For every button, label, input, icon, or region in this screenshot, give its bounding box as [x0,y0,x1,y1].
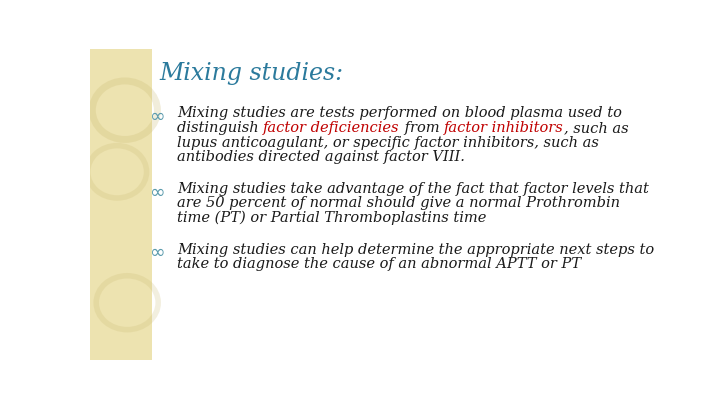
Text: ∞: ∞ [150,243,166,262]
Text: from: from [400,121,444,135]
Text: factor inhibitors: factor inhibitors [444,121,564,135]
Bar [90,49,152,360]
Text: lupus anticoagulant, or specific factor inhibitors, such as: lupus anticoagulant, or specific factor … [177,136,598,149]
Text: ∞: ∞ [150,183,166,202]
Text: Mixing studies:: Mixing studies: [160,62,344,85]
Text: take to diagnose the cause of an abnormal APTT or PT: take to diagnose the cause of an abnorma… [177,257,581,271]
Text: distinguish: distinguish [177,121,263,135]
Text: are 50 percent of normal should give a normal Prothrombin: are 50 percent of normal should give a n… [177,196,620,211]
Text: antibodies directed against factor VIII.: antibodies directed against factor VIII. [177,150,464,164]
Text: , such as: , such as [564,121,628,135]
Text: factor deficiencies: factor deficiencies [263,121,400,135]
Text: time (PT) or Partial Thromboplastins time: time (PT) or Partial Thromboplastins tim… [177,211,486,226]
Text: Mixing studies can help determine the appropriate next steps to: Mixing studies can help determine the ap… [177,243,654,257]
Text: Mixing studies take advantage of the fact that factor levels that: Mixing studies take advantage of the fac… [177,182,649,196]
Text: ∞: ∞ [150,107,166,126]
Text: Mixing studies are tests performed on blood plasma used to: Mixing studies are tests performed on bl… [177,107,621,120]
